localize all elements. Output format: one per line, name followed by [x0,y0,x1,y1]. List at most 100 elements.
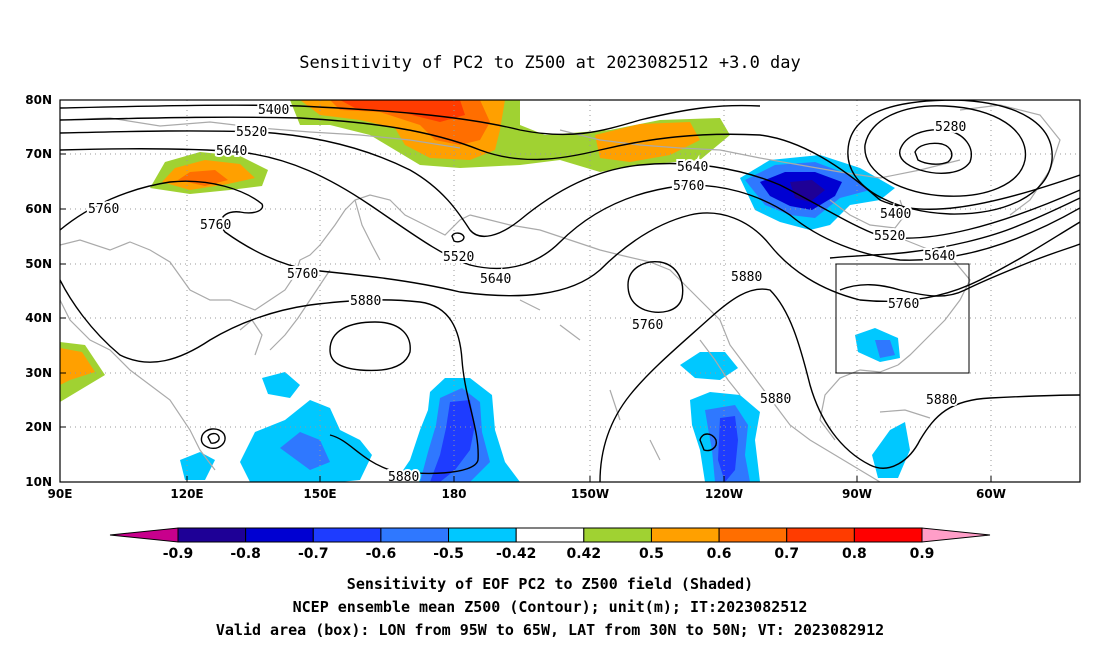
contour-5520-a [60,130,1080,239]
contour-label: 5520 [236,125,267,140]
contour-5520-box [829,197,1080,259]
contour-closed-low-pacific [627,261,684,313]
contour-small-loop-east [699,433,718,452]
coastline-arctic-na [559,129,961,179]
colorbar-swatch [380,527,450,543]
contour-closed-high-pacific [329,321,411,372]
lon-tick-label: 150W [571,487,609,501]
lat-tick-label: 80N [25,93,52,107]
contour-label: 5640 [480,272,511,287]
coastline-china [60,299,216,471]
colorbar-tick-label: 0.9 [910,546,935,562]
contour-closed-5280-inner [914,142,953,165]
colorbar-tick-label: -0.7 [298,546,329,562]
shade-negative-west-pacific-mid [280,432,330,470]
lat-tick-label: 70N [25,147,52,161]
contour-5880-pacific [60,279,479,475]
contour-label: 5760 [88,202,119,217]
contour-small-loop-left-inner [207,432,220,444]
valid-area-box [835,263,970,374]
contour-5640-a [60,147,1080,270]
contour-5400-top [60,104,761,136]
contour-small-loop-left [200,428,226,449]
shade-negative-east-pacific-deep [718,416,738,482]
colorbar-low-arrow [109,527,179,543]
contour-label: 5880 [388,470,419,485]
lon-tick-label: 150E [303,487,336,501]
coastlines [60,104,1061,482]
coastline-arctic-asia [60,117,461,149]
coastline-greenland [959,104,1061,216]
colorbar-swatch [853,527,923,543]
coastline-cuba [879,409,931,419]
z500-contours [60,100,1080,482]
coastline-islands [519,299,661,461]
lat-tick-label: 50N [25,257,52,271]
coastline-east-us [897,239,971,366]
lat-tick-label: 10N [25,475,52,489]
contour-label: 5760 [200,218,231,233]
figure-title: Sensitivity of PC2 to Z500 at 2023082512… [299,53,801,73]
coastline-korea [239,319,263,356]
captions: Sensitivity of EOF PC2 to Z500 field (Sh… [216,575,884,639]
lat-tick-label: 20N [25,420,52,434]
coastline-hudson [829,199,906,229]
colorbar-swatch [650,527,720,543]
shade-negative-canada-darkest [790,180,825,202]
coastline-japan [269,269,331,351]
contour-label: 5880 [731,270,762,285]
lon-tick-labels: 90E 120E 150E 180 150W 120W 90W 60W [48,487,1006,501]
lon-tick-label: 60W [976,487,1006,501]
colorbar-tick-label: 0.7 [774,546,799,562]
colorbar-swatch [177,527,247,543]
colorbar-tick-label: 0.8 [842,546,867,562]
coastline-north-america-west [689,289,881,482]
contour-label: 5280 [935,120,966,135]
shade-negative-gulf-mid [875,340,895,358]
colorbar-tick-label: -0.6 [366,546,397,562]
shade-positive-arctic-deepred [340,100,465,122]
lat-tick-labels: 80N 70N 60N 50N 40N 30N 20N 10N [25,93,52,489]
lon-tick-label: 90W [842,487,872,501]
colorbar-tick-label: -0.9 [163,546,194,562]
colorbar-swatch [245,527,314,543]
colorbar-swatch [583,527,652,543]
contour-labels: 5400 5520 5640 5760 5760 5760 5880 5520 … [86,101,968,485]
contour-ring-2 [847,100,1053,215]
colorbar: -0.9 -0.8 -0.7 -0.6 -0.5 -0.42 0.42 0.5 0.6 0.7 0.… [109,527,991,562]
lon-tick-label: 180 [441,487,466,501]
colorbar-swatch [786,527,855,543]
coastline-gulf [819,364,899,441]
colorbar-tick-label: -0.8 [230,546,261,562]
lat-tick-label: 60N [25,202,52,216]
map-frame [59,99,1081,483]
contour-5880-east [599,288,1080,482]
contour-label: 5760 [673,179,704,194]
contour-label: 5400 [258,103,289,118]
coastline-alaska [469,214,691,291]
contour-label: 5760 [287,267,318,282]
lat-tick-label: 30N [25,366,52,380]
colorbar-swatch [448,527,517,543]
lon-tick-label: 120W [705,487,743,501]
contour-closed-5280 [898,128,972,174]
contour-label: 5760 [632,318,663,333]
caption-line-1: Sensitivity of EOF PC2 to Z500 field (Sh… [347,575,753,593]
shade-positive-left-edge-orange [60,348,95,385]
colorbar-swatch [312,527,382,543]
colorbar-tick-label: 0.42 [567,546,602,562]
colorbar-tick-label: -0.42 [496,546,536,562]
contour-label: 5520 [443,250,474,265]
lon-tick-label: 120E [170,487,203,501]
lon-tick-label: 90E [48,487,73,501]
colorbar-tick-label: -0.5 [433,546,464,562]
contour-label: 5640 [216,144,247,159]
colorbar-tick-label: 0.6 [707,546,732,562]
lat-tick-label: 40N [25,311,52,325]
colorbar-swatch [515,527,585,543]
colorbar-swatch [718,527,788,543]
contour-label: 5400 [880,207,911,222]
shade-negative-pacific-deep [430,400,475,482]
contour-label: 5760 [888,297,919,312]
